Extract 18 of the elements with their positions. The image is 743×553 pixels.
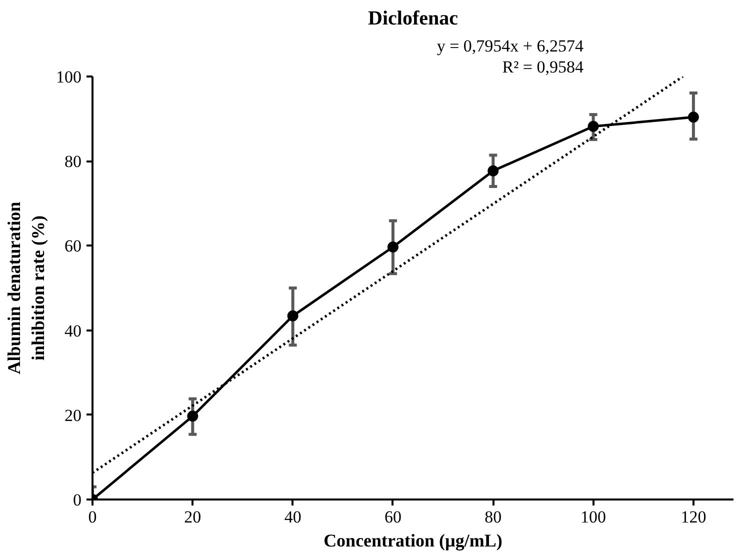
chart-title: Diclofenac — [368, 8, 458, 30]
x-tick-label: 100 — [580, 508, 606, 526]
y-tick-label: 0 — [73, 490, 82, 510]
y-tick-label: 40 — [64, 321, 82, 340]
x-tick-label: 0 — [88, 508, 97, 526]
y-tick-label: 20 — [64, 406, 82, 425]
y-tick-label: 60 — [64, 236, 82, 256]
x-tick-label: 60 — [384, 508, 402, 526]
text: y = 0,7954x + 6,2574 — [436, 36, 584, 56]
x-axis-title: Concentration (µg/mL) — [324, 530, 502, 550]
y-tick-label: 80 — [64, 152, 82, 172]
x-tick-label: 40 — [284, 508, 302, 526]
y-axis-title: Albumin denaturation inhibition rate (%) — [4, 202, 48, 374]
text: R² = 0,9584 — [502, 58, 584, 76]
x-tick-label: 20 — [184, 508, 202, 526]
y-tick-label: 100 — [56, 68, 82, 86]
x-tick-label: 120 — [680, 508, 706, 526]
x-tick-label: 80 — [484, 508, 502, 526]
